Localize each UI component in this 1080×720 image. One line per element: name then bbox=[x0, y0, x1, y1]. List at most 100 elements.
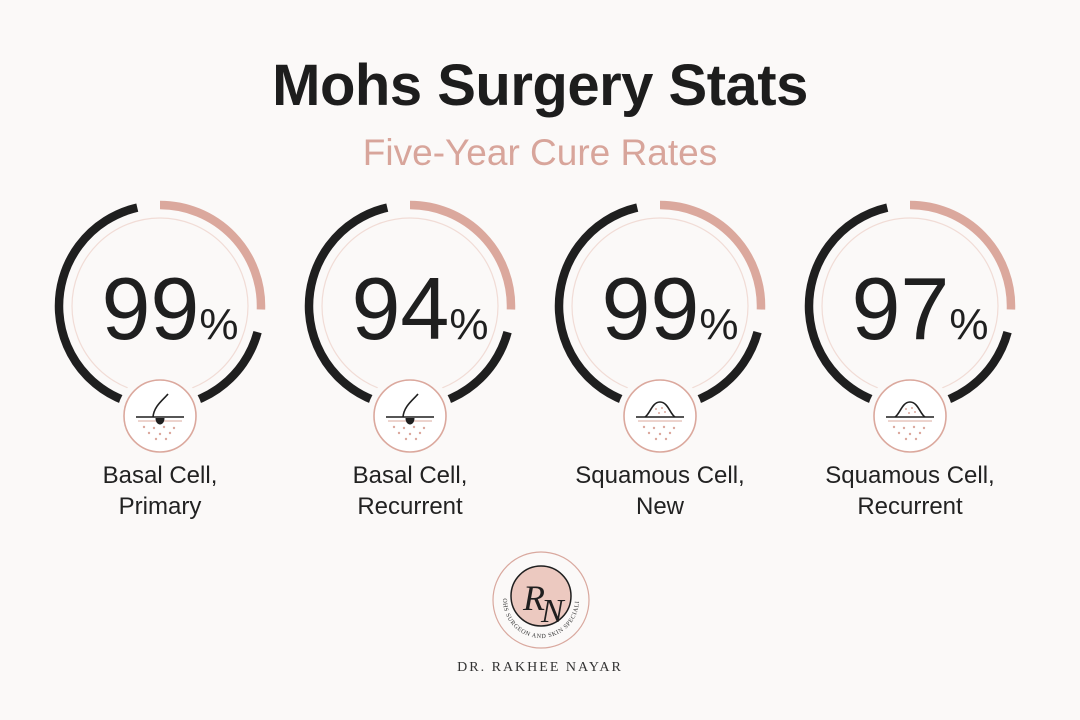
tissue-dot bbox=[162, 425, 166, 429]
tissue-dot bbox=[672, 426, 676, 430]
tissue-dot bbox=[422, 426, 426, 430]
hair-follicle-icon bbox=[386, 393, 434, 441]
icon-badge-ring bbox=[123, 379, 197, 453]
lesion-dot bbox=[908, 412, 910, 414]
tissue-dot bbox=[402, 426, 406, 430]
stat-value: 97% bbox=[851, 259, 988, 358]
tissue-dot bbox=[908, 432, 912, 436]
tissue-dot bbox=[904, 437, 908, 441]
stat-label-basal-primary: Basal Cell, Primary bbox=[50, 460, 270, 522]
tissue-dot bbox=[902, 426, 906, 430]
tissue-dot bbox=[642, 425, 646, 429]
accent-arc bbox=[659, 200, 766, 310]
lesion-dot bbox=[655, 408, 657, 410]
stat-value-unit: % bbox=[699, 300, 738, 349]
logo-monogram-n: N bbox=[540, 593, 566, 630]
tissue-dot bbox=[912, 425, 916, 429]
stat-value: 99% bbox=[101, 259, 238, 358]
tissue-dot bbox=[922, 426, 926, 430]
skin-lesion-icon bbox=[886, 401, 934, 441]
stat-ring-group: 94% bbox=[304, 200, 516, 459]
progress-arc bbox=[304, 203, 512, 412]
lesion-dot bbox=[914, 411, 916, 413]
accent-arc bbox=[909, 200, 1016, 310]
icon-badge-ring bbox=[623, 379, 697, 453]
tissue-dot bbox=[152, 426, 156, 430]
tissue-dot bbox=[404, 437, 408, 441]
lesion-dot bbox=[664, 411, 666, 413]
stat-value-number: 99 bbox=[601, 259, 699, 358]
lesion-bump bbox=[894, 401, 926, 418]
stat-label-line2: Recurrent bbox=[357, 493, 463, 520]
accent-arc bbox=[409, 200, 516, 310]
tissue-dot bbox=[897, 431, 901, 435]
lesion-dot bbox=[911, 407, 913, 409]
tissue-dot bbox=[154, 437, 158, 441]
stat-label-line2: Recurrent bbox=[857, 493, 963, 520]
tissue-dot bbox=[397, 431, 401, 435]
stat-value-number: 97 bbox=[851, 259, 949, 358]
tissue-dot bbox=[654, 437, 658, 441]
stat-label-line2: Primary bbox=[118, 493, 202, 520]
tissue-dot bbox=[147, 431, 151, 435]
lesion-bump bbox=[644, 401, 676, 418]
stat-label-line1: Basal Cell, bbox=[102, 462, 218, 489]
stat-label-line1: Squamous Cell, bbox=[825, 462, 995, 489]
stat-label-squamous-new: Squamous Cell, New bbox=[550, 460, 770, 522]
lesion-dot bbox=[905, 408, 907, 410]
stat-value: 94% bbox=[351, 259, 488, 358]
tissue-dot bbox=[918, 431, 922, 435]
stat-label-basal-recurrent: Basal Cell, Recurrent bbox=[300, 460, 520, 522]
skin-lesion-icon bbox=[636, 401, 684, 441]
tissue-dot bbox=[892, 425, 896, 429]
hair-bulb bbox=[405, 417, 415, 425]
stat-value-unit: % bbox=[949, 300, 988, 349]
tissue-dot bbox=[172, 426, 176, 430]
stat-label-line2: New bbox=[635, 493, 684, 520]
icon-badge-ring bbox=[873, 379, 947, 453]
stat-value-number: 94 bbox=[351, 259, 449, 358]
tissue-dot bbox=[408, 432, 412, 436]
logo-seal: R N MOHS SURGEON AND SKIN SPECIALIST bbox=[489, 548, 590, 649]
progress-arc bbox=[554, 203, 762, 412]
tissue-dot bbox=[168, 431, 172, 435]
stat-ring-group: 99% bbox=[554, 200, 766, 459]
lesion-dot bbox=[661, 407, 663, 409]
stat-ring-group: 99% bbox=[54, 200, 266, 459]
icon-badge-ring bbox=[373, 379, 447, 453]
tissue-dot bbox=[392, 425, 396, 429]
stat-ring-group: 97% bbox=[804, 200, 1016, 459]
tissue-dot bbox=[418, 431, 422, 435]
lesion-dot bbox=[658, 412, 660, 414]
hair-strand bbox=[402, 393, 419, 418]
tissue-dot bbox=[647, 431, 651, 435]
stat-label-line1: Basal Cell, bbox=[352, 462, 468, 489]
doctor-name: DR. RAKHEE NAYAR bbox=[457, 660, 623, 675]
stat-value-number: 99 bbox=[101, 259, 199, 358]
progress-arc bbox=[804, 203, 1012, 412]
stat-value-unit: % bbox=[449, 300, 488, 349]
accent-arc bbox=[159, 200, 266, 310]
tissue-dot bbox=[412, 425, 416, 429]
stat-value: 99% bbox=[601, 259, 738, 358]
tissue-dot bbox=[914, 437, 918, 441]
tissue-dot bbox=[164, 437, 168, 441]
stat-value-unit: % bbox=[199, 300, 238, 349]
tissue-dot bbox=[414, 437, 418, 441]
tissue-dot bbox=[662, 425, 666, 429]
logo-monogram-r: R bbox=[522, 578, 545, 618]
tissue-dot bbox=[142, 425, 146, 429]
progress-arc bbox=[54, 203, 262, 412]
stat-label-squamous-recurrent: Squamous Cell, Recurrent bbox=[800, 460, 1020, 522]
hair-follicle-icon bbox=[136, 393, 184, 441]
tissue-dot bbox=[664, 437, 668, 441]
tissue-dot bbox=[668, 431, 672, 435]
hair-strand bbox=[152, 393, 169, 418]
tissue-dot bbox=[658, 432, 662, 436]
page-subtitle: Five-Year Cure Rates bbox=[362, 132, 718, 173]
hair-bulb bbox=[155, 417, 165, 425]
page-title: Mohs Surgery Stats bbox=[272, 53, 808, 118]
stat-label-line1: Squamous Cell, bbox=[575, 462, 745, 489]
tissue-dot bbox=[158, 432, 162, 436]
